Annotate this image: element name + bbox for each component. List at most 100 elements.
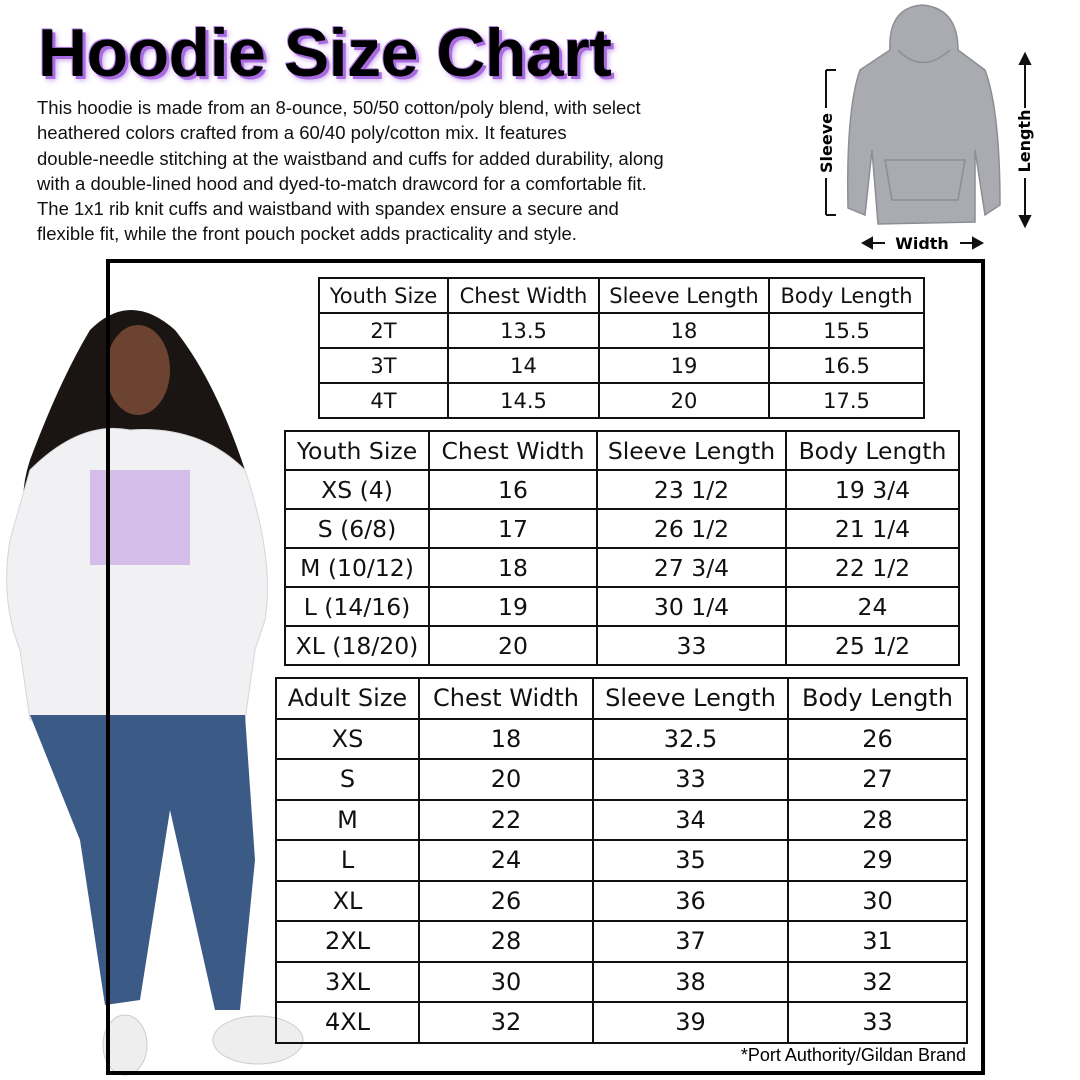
- table-cell: 30 1/4: [596, 586, 787, 627]
- column-header: Chest Width: [428, 430, 598, 471]
- column-header: Youth Size: [284, 430, 430, 471]
- table-cell: 2T: [318, 312, 449, 349]
- column-header: Youth Size: [318, 277, 449, 314]
- table-cell: 33: [787, 1001, 968, 1044]
- table-cell: XS (4): [284, 469, 430, 510]
- table-cell: 27: [787, 758, 968, 801]
- model-figure: [6, 310, 304, 1076]
- description-line: This hoodie is made from an 8-ounce, 50/…: [37, 97, 641, 118]
- table-cell: 27 3/4: [596, 547, 787, 588]
- hoodie-diagram: [847, 4, 1001, 225]
- header-row: Youth Size Chest Width Sleeve Length Body L…: [284, 430, 960, 471]
- table-row: XL 26 36 30: [275, 879, 968, 922]
- column-header: Chest Width: [447, 277, 600, 314]
- table-cell: 3T: [318, 347, 449, 384]
- table-cell: 36: [592, 879, 789, 922]
- description-line: with a double-lined hood and dyed-to-mat…: [37, 172, 647, 194]
- table-cell: 4T: [318, 382, 449, 419]
- column-header: Body Length: [787, 677, 968, 720]
- table-cell: 14.5: [447, 382, 600, 419]
- table-cell: 26 1/2: [596, 508, 787, 549]
- table-cell: 19: [598, 347, 770, 384]
- table-cell: 2XL: [275, 920, 420, 963]
- table-cell: S: [275, 758, 420, 801]
- size-table: Youth Size Chest Width Sleeve Length Body L…: [284, 430, 960, 666]
- column-header: Chest Width: [418, 677, 594, 720]
- table-cell: 38: [592, 960, 789, 1003]
- table-cell: 15.5: [768, 312, 925, 349]
- table-cell: 19: [428, 586, 598, 627]
- table-cell: 18: [598, 312, 770, 349]
- column-header: Sleeve Length: [592, 677, 789, 720]
- header-row: Adult Size Chest Width Sleeve Length Body L…: [275, 677, 968, 720]
- diagram-arrows: [825, 51, 1032, 250]
- length-label: Length: [1015, 110, 1034, 173]
- footnote: *Port Authority/Gildan Brand: [740, 1045, 966, 1065]
- table-cell: 23 1/2: [596, 469, 787, 510]
- table-cell: 34: [592, 798, 789, 841]
- table-row: S 20 33 27: [275, 758, 968, 801]
- table-row: 4T 14.5 20 17.5: [318, 382, 925, 419]
- table-cell: 37: [592, 920, 789, 963]
- table-row: 3XL 30 38 32: [275, 960, 968, 1003]
- table-cell: XS: [275, 717, 420, 760]
- table-cell: 20: [428, 625, 598, 666]
- column-header: Body Length: [768, 277, 925, 314]
- table-cell: 33: [592, 758, 789, 801]
- table-cell: 16.5: [768, 347, 925, 384]
- description-line: flexible fit, while the front pouch pock…: [37, 223, 577, 245]
- description: This hoodie is made from an 8-ounce, 50/…: [37, 95, 664, 247]
- table-cell: 32.5: [592, 717, 789, 760]
- table-cell: 26: [787, 717, 968, 760]
- table-cell: 19 3/4: [785, 469, 960, 510]
- width-label: Width: [895, 234, 949, 253]
- table-cell: 13.5: [447, 312, 600, 349]
- table-cell: 20: [598, 382, 770, 419]
- table-row: L (14/16) 19 30 1/4 24: [284, 586, 960, 627]
- size-table: Youth Size Chest Width Sleeve Length Body L…: [318, 277, 925, 419]
- table-cell: 16: [428, 469, 598, 510]
- table-cell: 28: [418, 920, 594, 963]
- table-row: 3T 14 19 16.5: [318, 347, 925, 384]
- table-cell: L (14/16): [284, 586, 430, 627]
- table-row: 2XL 28 37 31: [275, 920, 968, 963]
- title: Hoodie Size Chart: [38, 15, 612, 91]
- table-cell: 35: [592, 839, 789, 882]
- table-cell: 26: [418, 879, 594, 922]
- table-cell: L: [275, 839, 420, 882]
- table-cell: 33: [596, 625, 787, 666]
- table-row: S (6/8) 17 26 1/2 21 1/4: [284, 508, 960, 549]
- table-cell: 17.5: [768, 382, 925, 419]
- table-cell: M: [275, 798, 420, 841]
- table-cell: 22 1/2: [785, 547, 960, 588]
- column-header: Sleeve Length: [598, 277, 770, 314]
- table-cell: 25 1/2: [785, 625, 960, 666]
- table-row: XS (4) 16 23 1/2 19 3/4: [284, 469, 960, 510]
- table-cell: 18: [418, 717, 594, 760]
- table-cell: 31: [787, 920, 968, 963]
- table-cell: 32: [787, 960, 968, 1003]
- table-cell: 17: [428, 508, 598, 549]
- description-line: double-needle stitching at the waistband…: [37, 147, 664, 169]
- table-cell: XL: [275, 879, 420, 922]
- size-table: Adult Size Chest Width Sleeve Length Body L…: [275, 677, 968, 1044]
- table-cell: 39: [592, 1001, 789, 1044]
- table-row: 4XL 32 39 33: [275, 1001, 968, 1044]
- table-cell: 28: [787, 798, 968, 841]
- table-cell: 14: [447, 347, 600, 384]
- table-cell: 32: [418, 1001, 594, 1044]
- frame: [106, 259, 985, 1075]
- table-row: XL (18/20) 20 33 25 1/2: [284, 625, 960, 666]
- table-cell: XL (18/20): [284, 625, 430, 666]
- table-cell: 22: [418, 798, 594, 841]
- table-cell: 3XL: [275, 960, 420, 1003]
- table-cell: 24: [418, 839, 594, 882]
- table-cell: 29: [787, 839, 968, 882]
- table-cell: M (10/12): [284, 547, 430, 588]
- header-row: Youth Size Chest Width Sleeve Length Body L…: [318, 277, 925, 314]
- table-row: M 22 34 28: [275, 798, 968, 841]
- table-row: L 24 35 29: [275, 839, 968, 882]
- table-row: M (10/12) 18 27 3/4 22 1/2: [284, 547, 960, 588]
- table-cell: 18: [428, 547, 598, 588]
